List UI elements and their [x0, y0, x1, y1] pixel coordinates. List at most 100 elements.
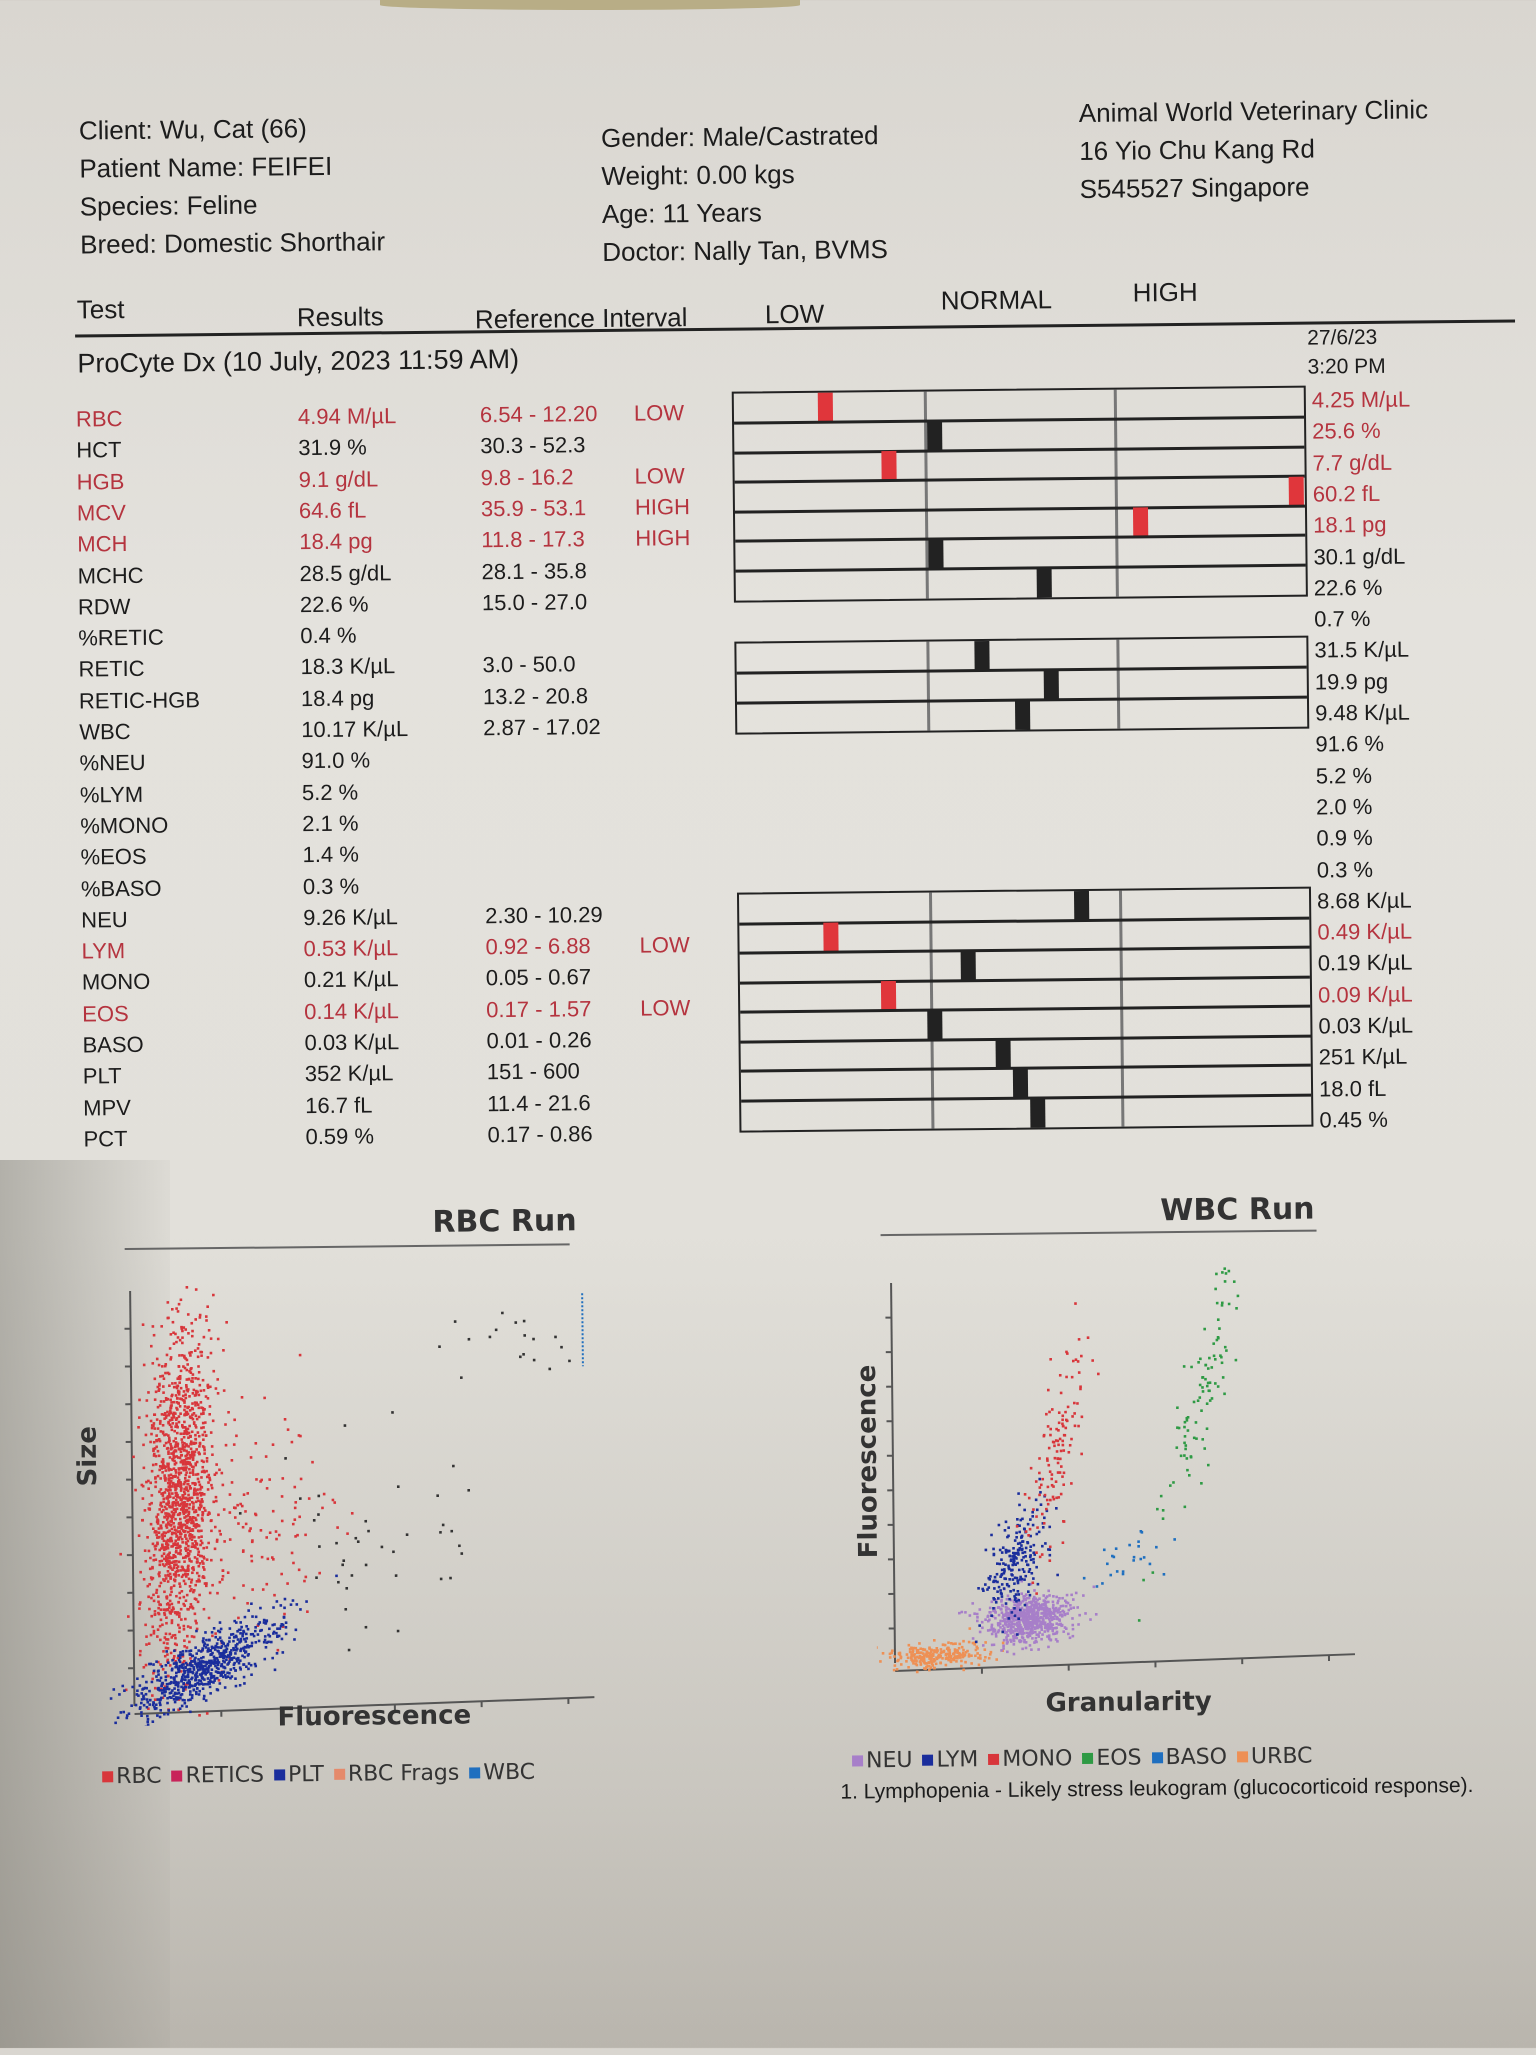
- scatter-point: [285, 1633, 288, 1636]
- scatter-point: [212, 1676, 215, 1679]
- scatter-point: [183, 1516, 186, 1519]
- scatter-point: [167, 1713, 170, 1716]
- range-row-divider: [735, 504, 1305, 513]
- scatter-point: [1209, 1399, 1212, 1402]
- scatter-point: [263, 1619, 266, 1622]
- scatter-point: [251, 1541, 254, 1544]
- scatter-point: [1006, 1598, 1009, 1601]
- scatter-point: [1038, 1472, 1041, 1475]
- scatter-point: [167, 1647, 170, 1650]
- scatter-point: [979, 1631, 982, 1634]
- scatter-point: [146, 1536, 149, 1539]
- legend-label: NEU: [866, 1748, 913, 1773]
- scatter-point: [147, 1507, 150, 1510]
- scatter-point: [1223, 1267, 1226, 1270]
- scatter-point: [202, 1656, 205, 1659]
- scatter-point: [1002, 1546, 1005, 1549]
- scatter-point: [169, 1419, 172, 1422]
- scatter-point: [1040, 1628, 1043, 1631]
- scatter-point: [203, 1670, 206, 1673]
- scatter-point: [1187, 1429, 1190, 1432]
- scatter-point: [178, 1468, 181, 1471]
- scatter-point: [199, 1314, 202, 1317]
- scatter-point: [182, 1687, 185, 1690]
- scatter-point: [281, 1520, 284, 1523]
- test-reference-interval: 30.3 - 52.3: [480, 432, 585, 459]
- scatter-point: [1076, 1402, 1079, 1405]
- test-result: 22.6 %: [300, 591, 369, 618]
- test-reference-interval: 11.8 - 17.3: [481, 526, 585, 553]
- scatter-point: [117, 1716, 120, 1719]
- previous-result: 0.9 %: [1316, 825, 1373, 852]
- scatter-point: [1032, 1625, 1035, 1628]
- scatter-point: [960, 1665, 963, 1668]
- scatter-point: [1006, 1651, 1009, 1654]
- scatter-point: [185, 1384, 188, 1387]
- scatter-point: [205, 1434, 208, 1437]
- scatter-point: [172, 1567, 175, 1570]
- scatter-point: [187, 1461, 190, 1464]
- scatter-point: [1024, 1604, 1027, 1607]
- scatter-point: [208, 1413, 211, 1416]
- scatter-point: [197, 1649, 200, 1652]
- scatter-point: [217, 1513, 220, 1516]
- scatter-point: [1083, 1577, 1086, 1580]
- scatter-point: [235, 1657, 238, 1660]
- scatter-point: [207, 1481, 210, 1484]
- scatter-point: [159, 1709, 162, 1712]
- scatter-point: [891, 1649, 894, 1652]
- scatter-point: [1016, 1611, 1019, 1614]
- scatter-point: [167, 1675, 170, 1678]
- scatter-point: [169, 1524, 172, 1527]
- scatter-point: [1051, 1408, 1054, 1411]
- scatter-point: [978, 1664, 981, 1667]
- scatter-point: [193, 1389, 196, 1392]
- scatter-point: [875, 1646, 878, 1649]
- range-marker-mchc: [928, 539, 943, 569]
- scatter-point: [1183, 1426, 1186, 1429]
- scatter-point: [203, 1608, 206, 1611]
- scatter-point: [208, 1639, 211, 1642]
- scatter-point: [182, 1666, 185, 1669]
- test-reference-interval: 0.92 - 6.88: [485, 933, 590, 960]
- scatter-point: [223, 1650, 226, 1653]
- scatter-point: [176, 1535, 179, 1538]
- scatter-point: [1057, 1462, 1060, 1465]
- scatter-point: [1183, 1365, 1186, 1368]
- scatter-point: [1030, 1558, 1033, 1561]
- scatter-point: [1023, 1609, 1026, 1612]
- range-row-divider: [736, 563, 1306, 572]
- scatter-point: [313, 1519, 316, 1522]
- scatter-point: [166, 1608, 169, 1611]
- scatter-point: [1013, 1582, 1016, 1585]
- scatter-point: [245, 1646, 248, 1649]
- scatter-point: [158, 1364, 161, 1367]
- scatter-point: [367, 1530, 370, 1533]
- scatter-point: [195, 1679, 198, 1682]
- wbc-legend-item: NEU: [852, 1748, 913, 1774]
- scatter-point: [202, 1641, 205, 1644]
- scatter-point: [148, 1663, 151, 1666]
- scatter-point: [154, 1610, 157, 1613]
- scatter-point: [1039, 1608, 1042, 1611]
- scatter-point: [188, 1668, 191, 1671]
- scatter-point: [182, 1663, 185, 1666]
- scatter-point: [930, 1659, 933, 1662]
- scatter-point: [1048, 1594, 1051, 1597]
- scatter-point: [172, 1606, 175, 1609]
- scatter-point: [1018, 1640, 1021, 1643]
- scatter-point: [1047, 1612, 1050, 1615]
- scatter-point: [190, 1447, 193, 1450]
- scatter-point: [178, 1546, 181, 1549]
- scatter-point: [151, 1362, 154, 1365]
- scatter-point: [1016, 1518, 1019, 1521]
- scatter-point: [194, 1377, 197, 1380]
- scatter-point: [1007, 1550, 1010, 1553]
- scatter-point: [170, 1652, 173, 1655]
- scatter-point: [1035, 1499, 1038, 1502]
- scatter-point: [148, 1703, 151, 1706]
- scatter-point: [1049, 1616, 1052, 1619]
- scatter-point: [1056, 1574, 1059, 1577]
- scatter-point: [153, 1441, 156, 1444]
